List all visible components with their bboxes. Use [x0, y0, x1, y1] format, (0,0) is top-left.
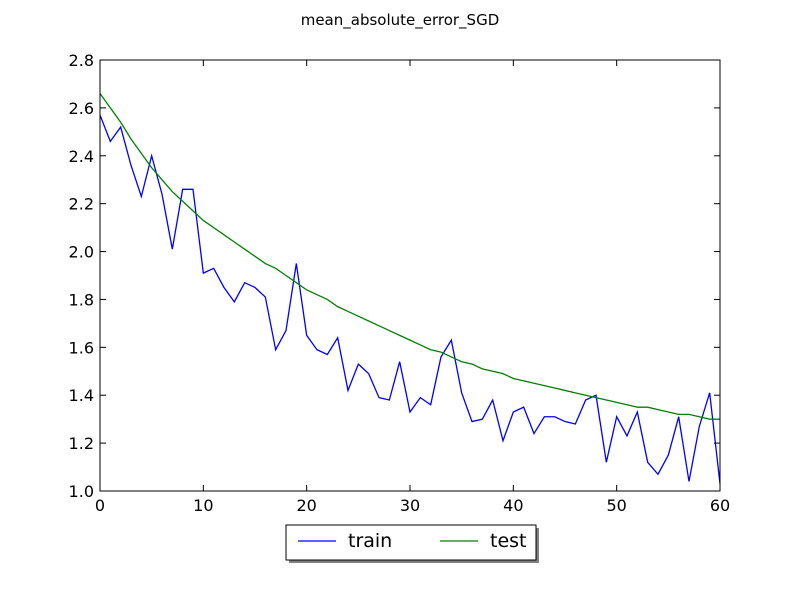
series-line-test — [99, 93, 720, 420]
series-layer — [99, 93, 721, 484]
y-tick-labels: 1.0 1.2 1.4 1.6 1.8 2.0 2.2 2.4 2.6 2.8 — [69, 51, 94, 501]
x-tick-label: 0 — [95, 496, 105, 515]
y-tick-label: 1.0 — [69, 482, 94, 501]
y-tick-label: 1.2 — [69, 434, 94, 453]
y-tick-label: 1.8 — [69, 290, 94, 309]
x-tick-label: 30 — [400, 496, 420, 515]
y-tick-label: 2.0 — [69, 243, 94, 262]
y-tick-label: 1.4 — [69, 386, 94, 405]
y-tick-label: 2.4 — [69, 147, 94, 166]
series-line-train — [99, 114, 721, 484]
x-tick-label: 20 — [296, 496, 316, 515]
x-tick-labels: 0 10 20 30 40 50 60 — [95, 496, 730, 515]
x-tick-label: 10 — [193, 496, 213, 515]
chart-title: mean_absolute_error_SGD — [301, 11, 500, 30]
legend-label-train: train — [348, 530, 392, 552]
y-tick-label: 2.2 — [69, 195, 94, 214]
x-tick-label: 60 — [710, 496, 730, 515]
x-tick-label: 40 — [503, 496, 523, 515]
plot-area — [100, 60, 720, 491]
y-tick-label: 1.6 — [69, 338, 94, 357]
legend: train test — [285, 524, 539, 563]
legend-label-test: test — [490, 530, 527, 552]
y-tick-label: 2.8 — [69, 51, 94, 70]
plot-frame — [99, 59, 721, 492]
legend-box — [285, 524, 537, 561]
y-tick-label: 2.6 — [69, 99, 94, 118]
x-tick-label: 50 — [606, 496, 626, 515]
